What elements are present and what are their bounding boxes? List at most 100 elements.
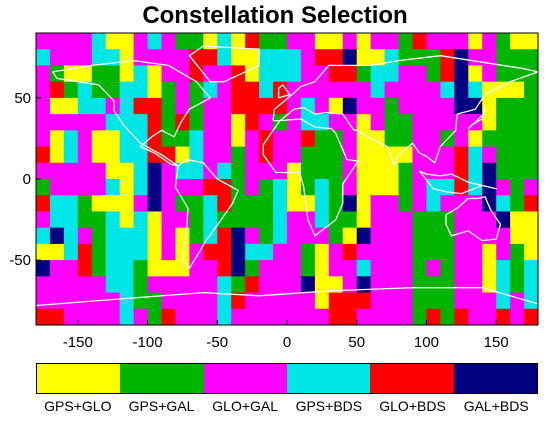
- field-cell: [524, 49, 538, 67]
- field-cell: [147, 33, 163, 50]
- field-cell: [77, 227, 93, 245]
- field-cell: [245, 81, 260, 99]
- field-cell: [77, 146, 93, 164]
- field-cell: [328, 49, 344, 67]
- field-cell: [231, 308, 246, 325]
- field-cell: [119, 179, 135, 196]
- field-cell: [300, 276, 316, 294]
- field-cell: [245, 179, 260, 196]
- field-cell: [245, 292, 260, 310]
- field-cell: [398, 308, 414, 325]
- field-cell: [77, 49, 93, 67]
- field-cell: [161, 114, 177, 131]
- field-cell: [77, 292, 93, 310]
- field-cell: [370, 260, 386, 277]
- field-cell: [273, 195, 288, 213]
- field-cell: [133, 81, 149, 99]
- field-cell: [147, 292, 163, 310]
- field-cell: [314, 211, 330, 229]
- field-cell: [203, 97, 218, 115]
- field-cell: [231, 211, 246, 229]
- field-cell: [161, 162, 177, 180]
- constellation-field: [36, 33, 538, 325]
- field-cell: [454, 146, 469, 164]
- field-cell: [259, 146, 274, 164]
- field-cell: [426, 292, 441, 310]
- field-cell: [356, 276, 372, 294]
- field-cell: [77, 260, 93, 277]
- field-cell: [426, 243, 441, 261]
- field-cell: [147, 179, 163, 196]
- field-cell: [287, 195, 302, 213]
- field-cell: [356, 33, 372, 50]
- field-cell: [63, 227, 79, 245]
- field-cell: [468, 292, 483, 310]
- field-cell: [356, 49, 372, 67]
- field-cell: [370, 195, 386, 213]
- field-cell: [370, 227, 386, 245]
- field-cell: [217, 260, 232, 277]
- field-cell: [203, 260, 218, 277]
- field-cell: [133, 276, 149, 294]
- field-cell: [231, 195, 246, 213]
- field-cell: [384, 65, 400, 83]
- coastline: [277, 84, 291, 99]
- field-cell: [49, 308, 65, 325]
- field-cell: [510, 130, 525, 148]
- field-cell: [482, 243, 497, 261]
- field-cell: [468, 276, 483, 294]
- field-cell: [36, 260, 51, 277]
- field-cell: [482, 260, 497, 277]
- field-cell: [426, 130, 441, 148]
- field-cell: [119, 260, 135, 277]
- field-cell: [245, 130, 260, 148]
- field-cell: [161, 49, 177, 67]
- legend-colorbar: [36, 363, 538, 394]
- field-cell: [496, 49, 511, 67]
- field-cell: [49, 195, 65, 213]
- field-cell: [398, 211, 414, 229]
- field-cell: [342, 292, 358, 310]
- field-cell: [314, 49, 330, 67]
- field-cell: [314, 130, 330, 148]
- field-cell: [328, 97, 344, 115]
- field-cell: [147, 97, 163, 115]
- field-cell: [259, 114, 274, 131]
- field-cell: [440, 146, 455, 164]
- field-cell: [231, 292, 246, 310]
- field-cell: [49, 227, 65, 245]
- field-cell: [273, 243, 288, 261]
- field-cell: [105, 114, 121, 131]
- field-cell: [175, 162, 190, 180]
- field-cell: [217, 179, 232, 196]
- field-cell: [328, 276, 344, 294]
- field-cell: [468, 260, 483, 277]
- field-cell: [63, 114, 79, 131]
- field-cell: [510, 81, 525, 99]
- field-cell: [91, 49, 107, 67]
- field-cell: [161, 243, 177, 261]
- field-cell: [161, 130, 177, 148]
- field-cell: [175, 33, 190, 50]
- field-cell: [342, 211, 358, 229]
- field-cell: [454, 81, 469, 99]
- field-cell: [426, 97, 441, 115]
- field-cell: [77, 97, 93, 115]
- field-cell: [161, 33, 177, 50]
- field-cell: [161, 211, 177, 229]
- field-cell: [36, 97, 51, 115]
- field-cell: [370, 243, 386, 261]
- field-cell: [105, 130, 121, 148]
- field-cell: [496, 243, 511, 261]
- field-cell: [342, 276, 358, 294]
- field-cell: [440, 114, 455, 131]
- field-cell: [133, 308, 149, 325]
- field-cell: [273, 114, 288, 131]
- field-cell: [384, 81, 400, 99]
- field-cell: [468, 308, 483, 325]
- field-cell: [370, 292, 386, 310]
- field-cell: [342, 49, 358, 67]
- field-cell: [189, 308, 204, 325]
- field-cell: [91, 227, 107, 245]
- field-cell: [105, 162, 121, 180]
